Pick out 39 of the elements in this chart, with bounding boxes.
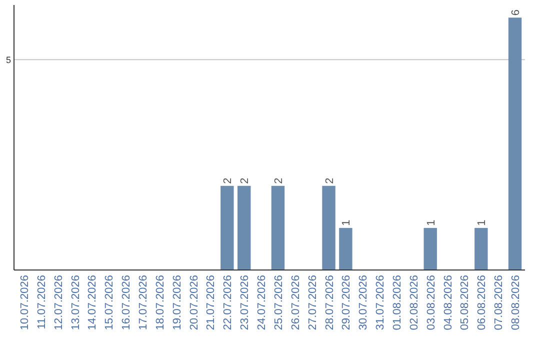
x-tick-label: 08.08.2026 <box>510 275 522 330</box>
x-tick-label: 21.07.2026 <box>205 275 218 330</box>
x-tick-label: 28.07.2026 <box>324 275 336 330</box>
x-tick-label: 17.07.2026 <box>138 275 150 330</box>
x-tick-label: 30.07.2026 <box>358 275 370 330</box>
data-label: 1 <box>425 220 438 226</box>
data-label: 2 <box>324 178 336 184</box>
x-tick-label: 03.08.2026 <box>425 275 438 330</box>
data-label: 1 <box>476 220 488 226</box>
x-tick-label: 24.07.2026 <box>256 275 268 330</box>
x-tick-label: 14.07.2026 <box>86 275 99 330</box>
x-tick-label: 29.07.2026 <box>340 275 353 330</box>
x-tick-label: 10.07.2026 <box>18 275 31 330</box>
x-tick-label: 26.07.2026 <box>290 275 302 330</box>
data-label: 2 <box>272 178 285 184</box>
x-tick-label: 15.07.2026 <box>104 275 116 330</box>
x-tick-label: 07.08.2026 <box>493 275 506 330</box>
data-label: 2 <box>222 178 234 184</box>
x-tick-label: 23.07.2026 <box>239 275 252 330</box>
x-tick-label: 18.07.2026 <box>154 275 166 330</box>
x-tick-label: 02.08.2026 <box>408 275 420 330</box>
x-tick-label: 06.08.2026 <box>476 275 488 330</box>
data-label: 6 <box>510 9 522 16</box>
x-tick-label: 04.08.2026 <box>442 275 454 330</box>
x-tick-label: 11.07.2026 <box>36 275 48 330</box>
x-tick-label: 25.07.2026 <box>272 275 285 330</box>
x-tick-label: 01.08.2026 <box>391 275 404 330</box>
x-tick-label: 16.07.2026 <box>120 275 133 330</box>
data-label: 1 <box>340 220 353 226</box>
x-tick-label: 13.07.2026 <box>70 275 82 330</box>
x-tick-label: 05.08.2026 <box>459 275 472 330</box>
x-tick-label: 22.07.2026 <box>222 275 234 330</box>
x-tick-label: 19.07.2026 <box>171 275 184 330</box>
x-tick-label: 31.07.2026 <box>374 275 387 330</box>
x-tick-label: 12.07.2026 <box>52 275 65 330</box>
x-tick-label: 20.07.2026 <box>188 275 200 330</box>
y-tick-label: 5 <box>6 54 11 65</box>
x-tick-label: 27.07.2026 <box>306 275 319 330</box>
data-label: 2 <box>239 178 252 184</box>
